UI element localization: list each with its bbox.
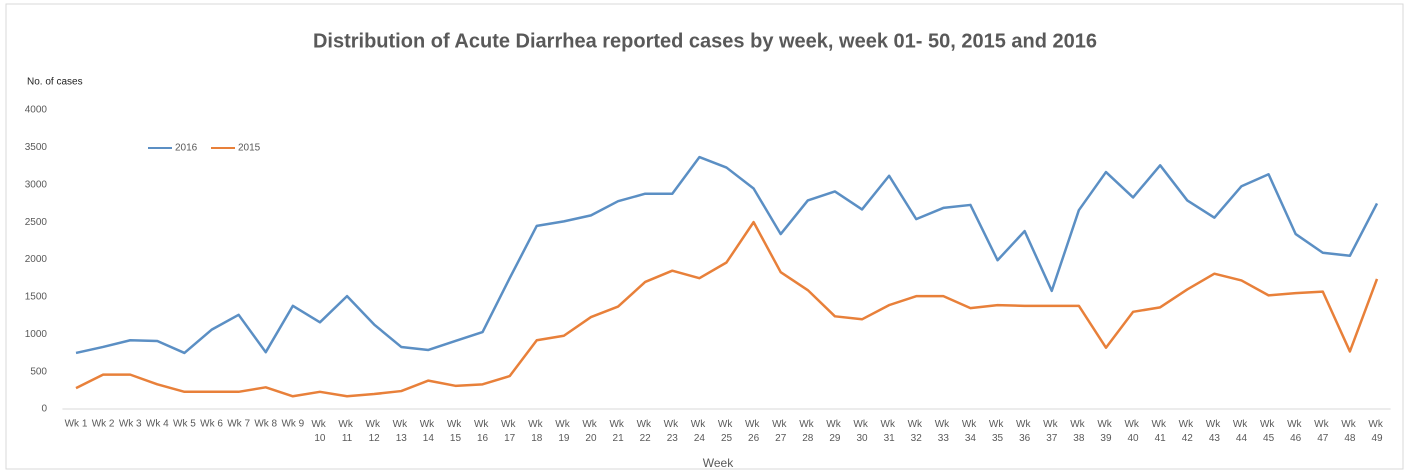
data-line [75, 155, 1379, 355]
x-tick-label: Wk 41 [1152, 419, 1169, 444]
x-tick-label: Wk 47 [1314, 419, 1331, 444]
x-tick-label: Wk 31 [881, 419, 898, 444]
legend-label: 2016 [175, 143, 198, 154]
x-tick-label: Wk 26 [745, 419, 762, 444]
x-tick-label: Wk 48 [1341, 419, 1358, 444]
x-tick-label: Wk 32 [908, 419, 925, 444]
x-tick-label: Wk 20 [582, 419, 599, 444]
x-tick-label: Wk 39 [1097, 419, 1114, 444]
x-tick-label: Wk 45 [1260, 419, 1277, 444]
x-tick-label: Wk 49 [1368, 419, 1385, 444]
y-tick-label: 1500 [25, 292, 48, 303]
legend-label: 2015 [238, 143, 261, 154]
x-tick-label: Wk 2 [92, 419, 115, 430]
x-tick-label: Wk 22 [637, 419, 654, 444]
x-tick-label: Wk 37 [1043, 419, 1060, 444]
x-tick-label: Wk 4 [146, 419, 169, 430]
x-tick-label: Wk 17 [501, 419, 518, 444]
x-tick-label: Wk 19 [555, 419, 572, 444]
y-tick-label: 3500 [25, 142, 48, 153]
x-tick-label: Wk 43 [1206, 419, 1223, 444]
x-tick-label: Wk 9 [281, 419, 304, 430]
x-tick-label: Wk 29 [826, 419, 843, 444]
x-tick-label: Wk 27 [772, 419, 789, 444]
x-tick-label: Wk 40 [1124, 419, 1141, 444]
x-tick-label: Wk 10 [311, 419, 328, 444]
x-tick-label: Wk 23 [664, 419, 681, 444]
x-tick-label: Wk 21 [609, 419, 626, 444]
x-tick-label: Wk 3 [119, 419, 142, 430]
x-tick-label: Wk 36 [1016, 419, 1033, 444]
x-tick-label: Wk 30 [853, 419, 870, 444]
x-tick-label: Wk 42 [1179, 419, 1196, 444]
y-tick-label: 500 [30, 366, 47, 377]
x-tick-label: Wk 14 [420, 419, 437, 444]
y-tick-label: 1000 [25, 329, 48, 340]
x-tick-label: Wk 8 [254, 419, 277, 430]
x-tick-label: Wk 18 [528, 419, 545, 444]
x-tick-label: Wk 15 [447, 419, 464, 444]
y-axis-title: No. of cases [27, 77, 83, 88]
x-tick-label: Wk 5 [173, 419, 196, 430]
y-tick-label: 3000 [25, 179, 48, 190]
x-tick-label: Wk 35 [989, 419, 1006, 444]
x-tick-label: Wk 33 [935, 419, 952, 444]
x-tick-label: Wk 28 [799, 419, 816, 444]
x-tick-label: Wk 44 [1233, 419, 1250, 444]
x-tick-label: Wk 6 [200, 419, 223, 430]
x-tick-label: Wk 25 [718, 419, 735, 444]
x-tick-label: Wk 46 [1287, 419, 1304, 444]
x-tick-label: Wk 38 [1070, 419, 1087, 444]
x-tick-label: Wk 12 [366, 419, 383, 444]
x-tick-label: Wk 16 [474, 419, 491, 444]
x-tick-label: Wk 34 [962, 419, 979, 444]
x-tick-label: Wk 7 [227, 419, 250, 430]
y-tick-label: 4000 [25, 105, 48, 116]
chart-title: Distribution of Acute Diarrhea reported … [313, 30, 1097, 52]
x-tick-label: Wk 1 [65, 419, 88, 430]
y-tick-label: 2000 [25, 254, 48, 265]
y-tick-label: 2500 [25, 217, 48, 228]
x-tick-label: Wk 24 [691, 419, 708, 444]
data-line [75, 220, 1379, 398]
x-axis-title: Week [703, 456, 734, 470]
y-tick-label: 0 [41, 404, 47, 415]
x-tick-label: Wk 11 [338, 419, 355, 444]
x-tick-label: Wk 13 [393, 419, 410, 444]
chart-border [5, 3, 1404, 470]
